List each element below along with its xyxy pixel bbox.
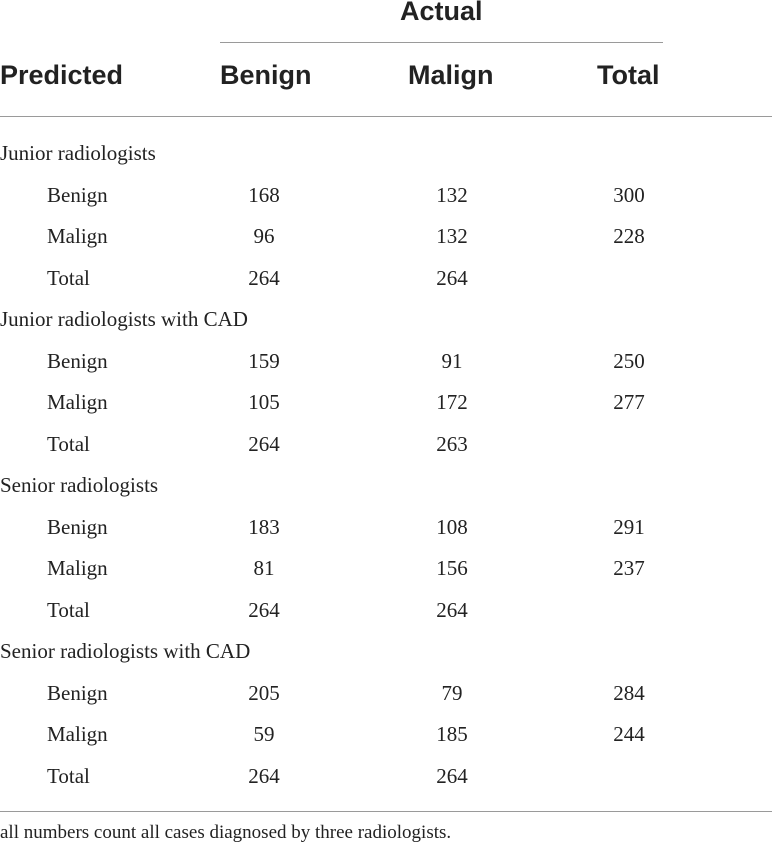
benign-cell: 264 (248, 265, 280, 290)
actual-spanner-header: Actual (400, 0, 483, 26)
total-cell: 237 (613, 556, 645, 580)
benign-cell: 168 (248, 182, 280, 207)
header-bottom-rule (0, 116, 772, 117)
malign-cell: 263 (436, 431, 468, 456)
benign-cell: 59 (253, 722, 275, 746)
row-label: Benign (47, 182, 108, 207)
benign-header: Benign (220, 60, 312, 90)
total-cell: 250 (613, 348, 645, 373)
total-cell: 244 (613, 722, 645, 746)
benign-cell: 183 (248, 514, 280, 539)
group-title: Senior radiologists (0, 473, 159, 497)
benign-cell: 205 (248, 680, 280, 705)
malign-header: Malign (408, 60, 494, 90)
malign-cell: 79 (441, 680, 463, 705)
footnote: all numbers count all cases diagnosed by… (0, 822, 452, 843)
malign-cell: 132 (436, 182, 468, 207)
benign-cell: 264 (248, 597, 280, 622)
row-label: Malign (47, 722, 108, 746)
group-title: Junior radiologists with CAD (0, 307, 248, 331)
malign-cell: 264 (436, 763, 468, 788)
group-title: Junior radiologists (0, 141, 156, 165)
row-label: Malign (47, 390, 108, 414)
malign-cell: 185 (436, 722, 468, 746)
malign-cell: 264 (436, 597, 468, 622)
spanner-rule (220, 42, 663, 43)
predicted-header: Predicted (0, 60, 124, 90)
group-title: Senior radiologists with CAD (0, 639, 251, 663)
row-label: Benign (47, 348, 108, 373)
row-label: Malign (47, 556, 108, 580)
row-label: Benign (47, 514, 108, 539)
row-label: Total (47, 597, 90, 622)
row-label: Total (47, 265, 90, 290)
malign-cell: 108 (436, 514, 468, 539)
benign-cell: 264 (248, 763, 280, 788)
row-label: Total (47, 431, 90, 456)
benign-cell: 96 (253, 224, 275, 248)
total-cell: 291 (613, 514, 645, 539)
malign-cell: 172 (436, 390, 468, 414)
row-label: Malign (47, 224, 108, 248)
malign-cell: 156 (436, 556, 468, 580)
row-label: Benign (47, 680, 108, 705)
malign-cell: 132 (436, 224, 468, 248)
total-cell: 228 (613, 224, 645, 248)
total-cell: 277 (613, 390, 645, 414)
malign-cell: 264 (436, 265, 468, 290)
benign-cell: 264 (248, 431, 280, 456)
benign-cell: 105 (248, 390, 280, 414)
total-cell: 284 (613, 680, 645, 705)
table-bottom-rule (0, 811, 772, 812)
benign-cell: 81 (253, 556, 275, 580)
row-label: Total (47, 763, 90, 788)
total-cell: 300 (613, 182, 645, 207)
benign-cell: 159 (248, 348, 280, 373)
total-header: Total (597, 60, 660, 90)
malign-cell: 91 (441, 348, 463, 373)
